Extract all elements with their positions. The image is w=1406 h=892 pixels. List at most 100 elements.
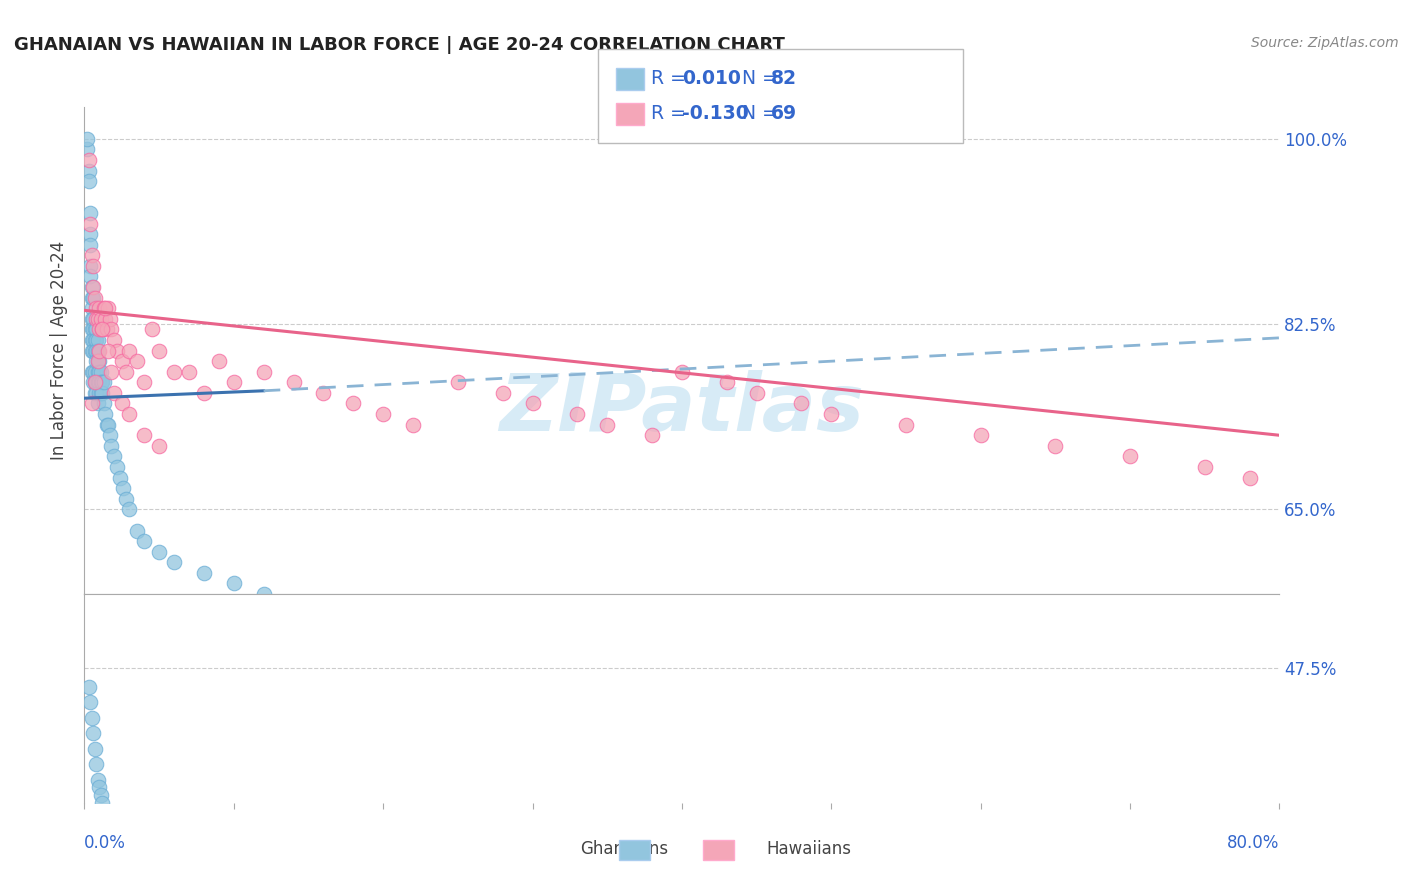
Text: 0.0%: 0.0% <box>84 834 127 852</box>
Point <box>253 587 276 601</box>
Point <box>79 227 101 241</box>
Point <box>87 354 110 368</box>
Point <box>83 322 105 336</box>
Point <box>86 343 108 358</box>
Point <box>596 417 619 432</box>
Point <box>86 354 108 368</box>
Point <box>82 365 104 379</box>
Point <box>86 385 108 400</box>
Point <box>105 343 128 358</box>
Text: 82: 82 <box>770 69 796 88</box>
Point <box>82 311 104 326</box>
Point <box>79 206 101 220</box>
Point <box>105 460 128 475</box>
Point <box>94 311 117 326</box>
Point <box>193 385 215 400</box>
Point <box>90 376 112 390</box>
Point <box>641 428 664 442</box>
Point <box>96 322 118 336</box>
Point <box>100 439 122 453</box>
Point <box>87 772 110 787</box>
Point <box>76 142 98 156</box>
Point <box>1045 439 1067 453</box>
Point <box>163 365 186 379</box>
Point <box>91 322 114 336</box>
Point <box>115 365 138 379</box>
Point <box>716 376 738 390</box>
Point <box>89 376 111 390</box>
Point <box>93 376 115 390</box>
Point <box>86 376 108 390</box>
Point <box>89 780 111 795</box>
Point <box>89 365 111 379</box>
Point <box>132 534 156 549</box>
Point <box>1194 460 1216 475</box>
Point <box>87 376 110 390</box>
Point <box>97 301 120 316</box>
Point <box>87 365 110 379</box>
Point <box>82 343 104 358</box>
Point <box>79 259 101 273</box>
Point <box>312 385 335 400</box>
Point <box>89 354 111 368</box>
Point <box>82 259 104 273</box>
Point <box>90 365 112 379</box>
Point <box>94 301 117 316</box>
Text: Ghanaians: Ghanaians <box>579 840 668 858</box>
Point <box>522 396 544 410</box>
Point <box>894 417 917 432</box>
Point <box>148 545 170 559</box>
Point <box>373 407 395 421</box>
Point <box>86 322 108 336</box>
Point <box>79 269 101 284</box>
Text: R =: R = <box>651 103 692 123</box>
Point <box>87 311 110 326</box>
Point <box>87 343 110 358</box>
Point <box>80 365 103 379</box>
Point <box>820 407 842 421</box>
Point <box>671 365 693 379</box>
Point <box>342 396 364 410</box>
Point <box>80 396 103 410</box>
Point <box>83 333 105 347</box>
Point <box>148 343 170 358</box>
Point <box>80 333 103 347</box>
Point <box>112 481 135 495</box>
Point <box>98 428 121 442</box>
Point <box>80 311 103 326</box>
Text: N =: N = <box>742 103 785 123</box>
Point <box>87 354 110 368</box>
Point <box>82 280 104 294</box>
Point <box>125 354 148 368</box>
Text: R =: R = <box>651 69 692 88</box>
Point <box>253 365 276 379</box>
Point <box>100 365 122 379</box>
Point <box>118 502 141 516</box>
Point <box>118 407 141 421</box>
Point <box>98 311 121 326</box>
Point <box>80 248 103 262</box>
Point <box>115 491 138 506</box>
Text: ZIPatlas: ZIPatlas <box>499 370 865 448</box>
Point <box>103 450 125 464</box>
Point <box>80 322 103 336</box>
Point <box>91 796 114 810</box>
Point <box>132 428 156 442</box>
Point <box>283 376 305 390</box>
Point <box>125 524 148 538</box>
Point <box>77 153 100 167</box>
Point <box>80 280 103 294</box>
Point <box>80 301 103 316</box>
Point <box>91 376 114 390</box>
Point <box>1239 470 1261 484</box>
Point <box>80 291 103 305</box>
Text: N =: N = <box>742 69 785 88</box>
Point <box>80 711 103 725</box>
Point <box>86 333 108 347</box>
Point <box>83 291 105 305</box>
Point <box>222 576 245 591</box>
Point <box>83 343 105 358</box>
Point <box>89 301 111 316</box>
Point <box>100 322 122 336</box>
Point <box>83 376 105 390</box>
